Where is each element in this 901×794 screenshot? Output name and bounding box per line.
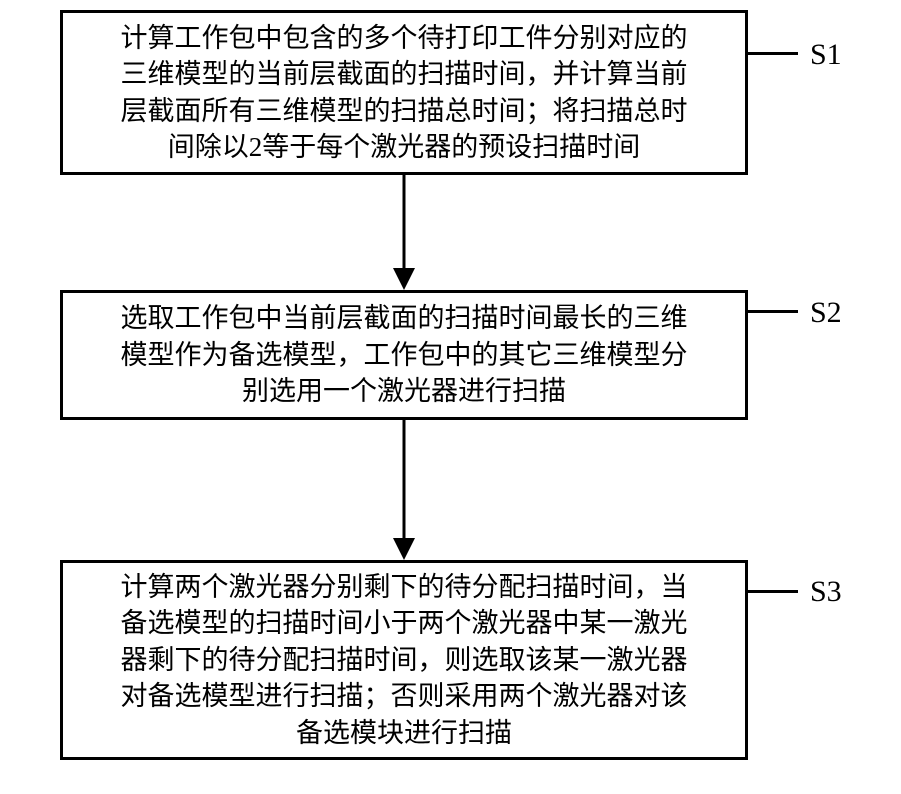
step-text-s3: 计算两个激光器分别剩下的待分配扫描时间，当 备选模型的扫描时间小于两个激光器中某… — [121, 569, 688, 751]
step-box-s3: 计算两个激光器分别剩下的待分配扫描时间，当 备选模型的扫描时间小于两个激光器中某… — [60, 560, 748, 760]
connector-s2 — [748, 310, 798, 313]
step-box-s2: 选取工作包中当前层截面的扫描时间最长的三维 模型作为备选模型，工作包中的其它三维… — [60, 290, 748, 420]
arrow-head-1 — [393, 268, 415, 290]
connector-s1 — [748, 52, 798, 55]
arrow-line-1 — [403, 175, 406, 268]
arrow-head-2 — [393, 538, 415, 560]
step-box-s1: 计算工作包中包含的多个待打印工件分别对应的 三维模型的当前层截面的扫描时间，并计… — [60, 10, 748, 175]
step-label-s3: S3 — [810, 575, 842, 609]
step-text-s1: 计算工作包中包含的多个待打印工件分别对应的 三维模型的当前层截面的扫描时间，并计… — [121, 20, 688, 166]
step-text-s2: 选取工作包中当前层截面的扫描时间最长的三维 模型作为备选模型，工作包中的其它三维… — [121, 300, 688, 409]
connector-s3 — [748, 590, 798, 593]
step-label-s2: S2 — [810, 296, 842, 330]
arrow-line-2 — [403, 420, 406, 538]
step-label-s1: S1 — [810, 38, 842, 72]
